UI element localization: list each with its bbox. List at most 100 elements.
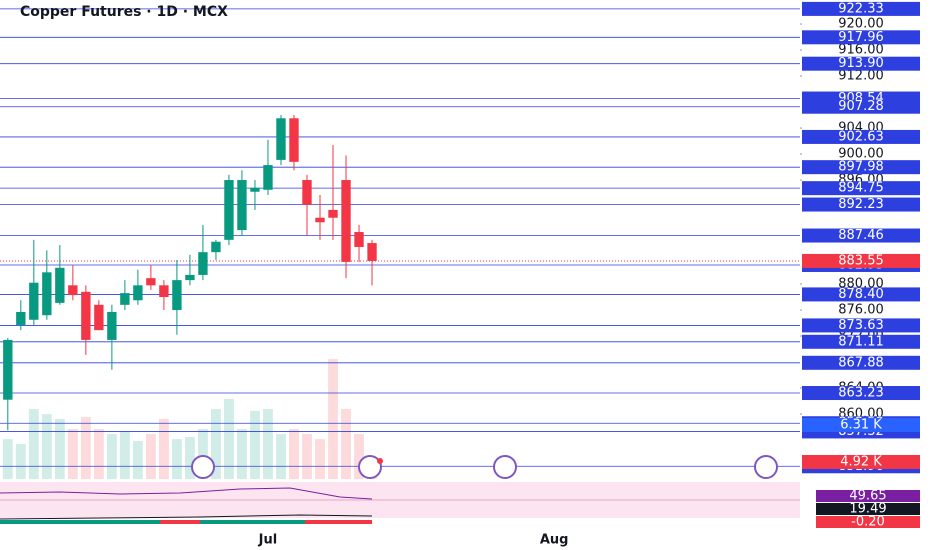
level-tag <box>802 355 920 370</box>
indicator-tag <box>816 503 920 515</box>
price-axis: 920.00916.00912.00904.00900.00896.00880.… <box>258 1 920 548</box>
level-label: 913.90 <box>838 56 884 71</box>
y-tick-label: 900.00 <box>838 147 884 162</box>
level-tag <box>802 287 920 302</box>
level-label: 897.98 <box>838 160 884 175</box>
volume-bar <box>210 409 221 479</box>
volume-bar <box>315 439 325 479</box>
volume-bar <box>80 417 91 479</box>
candle-body <box>120 293 130 305</box>
indicator-line <box>0 487 373 500</box>
indicator-label: 49.65 <box>849 489 886 504</box>
volume-label: 6.31 K <box>840 418 882 433</box>
level-tag <box>802 56 920 71</box>
candle-body <box>198 252 208 275</box>
y-tick-label: 920.00 <box>838 17 884 32</box>
level-label: 863.23 <box>838 386 884 401</box>
volume-bar <box>328 359 338 479</box>
last-price-label: 883.55 <box>838 253 884 268</box>
volume-bar <box>184 436 195 479</box>
volume-bar <box>28 409 39 479</box>
x-tick-label: Jul <box>258 533 278 548</box>
level-tag <box>802 197 920 212</box>
candle-body <box>354 232 364 247</box>
event-icon[interactable] <box>754 455 778 479</box>
volume-bar <box>15 443 26 479</box>
level-label: 871.11 <box>838 334 884 349</box>
volume-bar <box>2 439 13 479</box>
candle-layer <box>3 115 377 431</box>
level-tag <box>802 30 920 45</box>
level-tag <box>802 228 920 243</box>
y-tick-label: 912.00 <box>838 69 884 84</box>
y-tick-label: 916.00 <box>838 43 884 58</box>
level-tag <box>802 318 920 333</box>
candle-body <box>16 311 26 325</box>
volume-tag <box>802 418 920 433</box>
event-icon[interactable] <box>358 455 382 479</box>
candle-body <box>263 165 273 190</box>
candle-body <box>341 180 351 262</box>
level-label: 917.96 <box>838 30 884 45</box>
volume-tag <box>802 454 920 469</box>
volume-bar <box>302 434 312 479</box>
volume-bar <box>54 418 65 479</box>
volume-bar <box>171 439 182 479</box>
level-label: 902.63 <box>838 129 884 144</box>
level-label: 907.28 <box>838 99 884 114</box>
candle-body <box>211 241 221 253</box>
level-tag <box>802 1 920 16</box>
volume-bar <box>289 428 299 479</box>
volume-bar <box>93 428 104 479</box>
candle-body <box>42 272 52 316</box>
candle-body <box>159 285 169 298</box>
candle-body <box>367 243 377 261</box>
level-label: 887.46 <box>838 228 884 243</box>
event-icons <box>191 455 778 479</box>
volume-bar <box>224 398 234 479</box>
indicator-tag <box>816 516 920 528</box>
level-label: 894.75 <box>838 181 884 196</box>
candle-body <box>224 180 234 240</box>
volume-label: 4.92 K <box>840 454 882 469</box>
candle-body <box>68 285 78 296</box>
candle-body <box>328 209 338 218</box>
indicator-label: 19.49 <box>849 502 886 517</box>
volume-bar <box>106 434 117 479</box>
volume-bar <box>41 414 52 479</box>
indicator-histogram <box>160 520 200 524</box>
level-label: 892.23 <box>838 197 884 212</box>
level-tag <box>802 129 920 144</box>
candle-body <box>94 304 104 331</box>
level-tag <box>802 334 920 349</box>
level-tag <box>802 99 920 114</box>
volume-bar <box>119 431 130 479</box>
volume-bar <box>158 418 169 479</box>
level-tag <box>802 160 920 175</box>
candle-body <box>289 118 299 162</box>
volume-layer <box>2 359 377 479</box>
volume-bar <box>145 434 156 479</box>
candle-body <box>146 278 156 286</box>
candle-body <box>302 180 312 205</box>
candle-body <box>250 187 260 192</box>
event-dot <box>377 458 383 464</box>
x-tick-label: Aug <box>540 533 569 548</box>
volume-bar <box>132 440 143 479</box>
candle-body <box>55 267 65 303</box>
candle-body <box>276 118 286 160</box>
candle-body <box>3 339 13 400</box>
candle-body <box>315 217 325 223</box>
volume-bar <box>197 428 208 479</box>
volume-bar <box>67 428 78 479</box>
candle-body <box>237 180 247 231</box>
chart-title: Copper Futures · 1D · MCX <box>20 4 228 20</box>
event-icon[interactable] <box>191 455 215 479</box>
level-tag <box>802 181 920 196</box>
candle-body <box>29 282 39 320</box>
candle-body <box>185 274 195 281</box>
event-icon[interactable] <box>493 455 517 479</box>
volume-bar <box>276 434 286 479</box>
candle-body <box>81 291 91 340</box>
candle-body <box>172 280 182 311</box>
